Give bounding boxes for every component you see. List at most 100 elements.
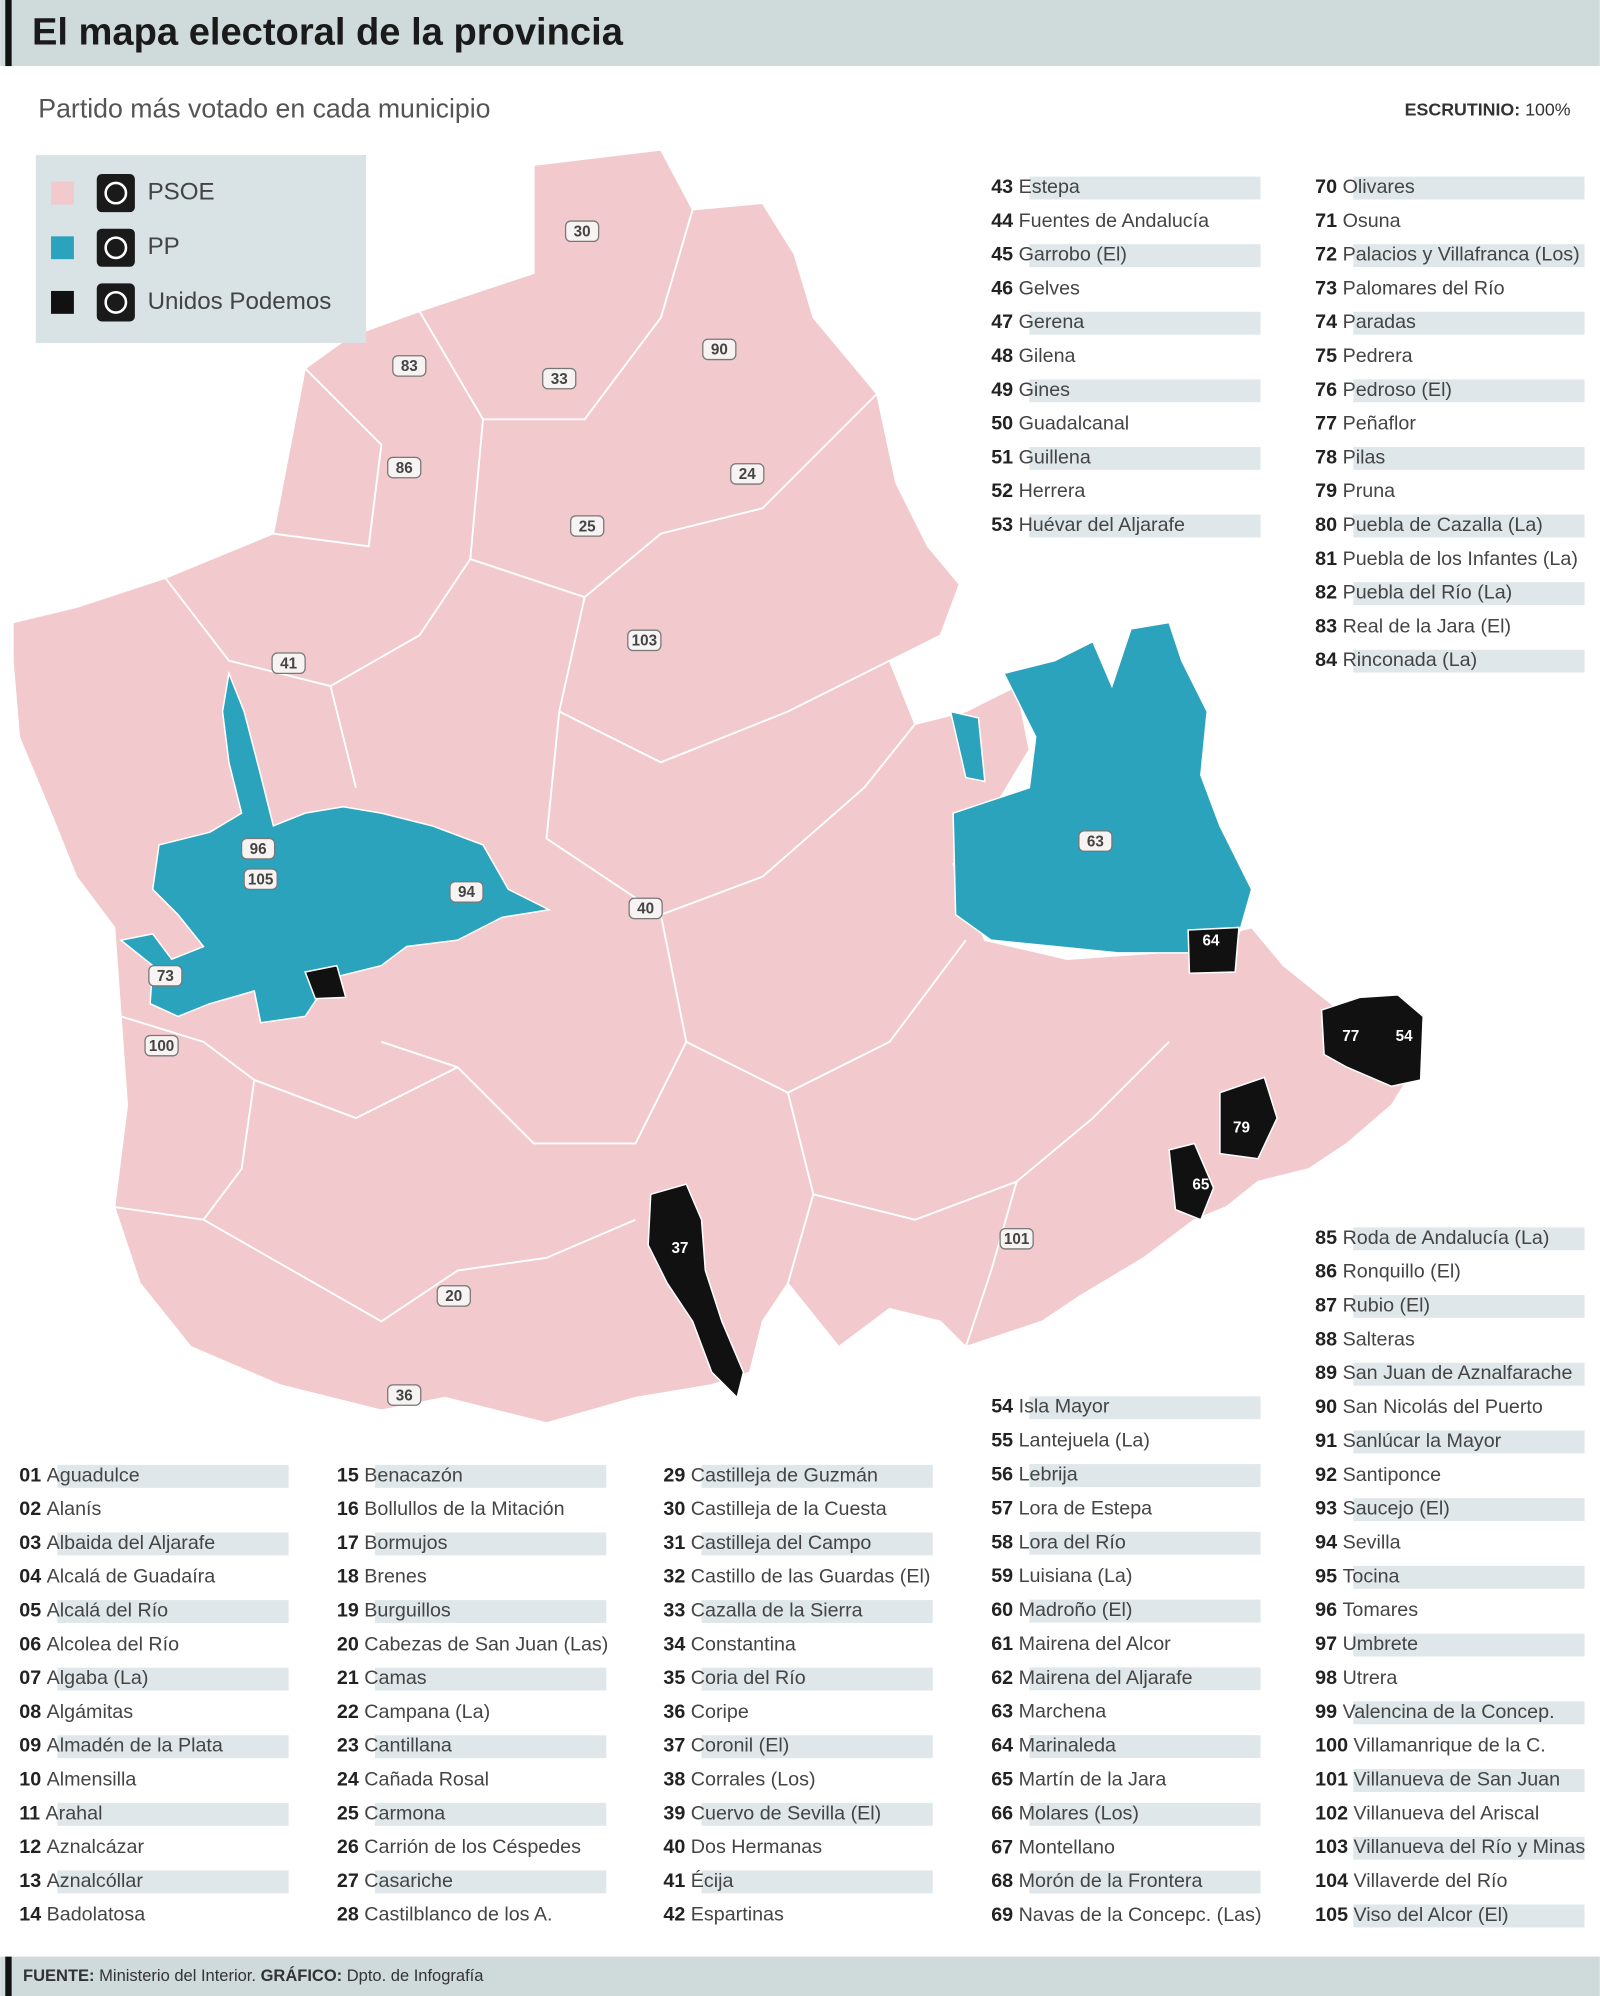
list-number: 09 <box>19 1735 41 1757</box>
list-name: Morón de la Frontera <box>1019 1870 1203 1892</box>
list-name: Gilena <box>1019 345 1076 367</box>
list-item: 35 Coria del Río <box>663 1667 805 1689</box>
list-item: 62 Mairena del Aljarafe <box>991 1667 1192 1689</box>
count-label: ESCRUTINIO: <box>1405 99 1520 119</box>
list-item: 05 Alcalá del Río <box>19 1600 168 1622</box>
list-name: Casariche <box>364 1870 453 1892</box>
list-item: 37 Coronil (El) <box>663 1735 789 1757</box>
map-label: 90 <box>711 342 728 359</box>
list-item: 12 Aznalcázar <box>19 1836 144 1858</box>
list-number: 87 <box>1315 1295 1337 1317</box>
list-item: 43 Estepa <box>991 176 1080 198</box>
list-item: 67 Montellano <box>991 1836 1115 1858</box>
list-item: 38 Corrales (Los) <box>663 1769 815 1791</box>
list-number: 62 <box>991 1667 1013 1689</box>
list-row-bg <box>701 1532 933 1556</box>
map-label-box <box>387 1384 422 1406</box>
list-item: 30 Castilleja de la Cuesta <box>663 1498 886 1520</box>
list-name: Fuentes de Andalucía <box>1019 210 1210 232</box>
list-name: Coria del Río <box>691 1667 806 1689</box>
list-item: 75 Pedrera <box>1315 345 1412 367</box>
list-name: Rubio (El) <box>1343 1295 1431 1317</box>
list-name: Real de la Jara (El) <box>1343 616 1512 638</box>
list-row-bg <box>1353 446 1585 470</box>
list-name: Roda de Andalucía (La) <box>1343 1227 1550 1249</box>
list-name: Martín de la Jara <box>1019 1769 1167 1791</box>
list-item: 64 Marinaleda <box>991 1735 1116 1757</box>
list-name: Ronquillo (El) <box>1343 1261 1461 1283</box>
list-number: 42 <box>663 1904 685 1926</box>
list-number: 55 <box>991 1430 1013 1452</box>
list-item: 55 Lantejuela (La) <box>991 1430 1150 1452</box>
region-psoe <box>12 149 1425 1424</box>
list-number: 88 <box>1315 1329 1337 1351</box>
list-number: 84 <box>1315 649 1337 671</box>
map-label: 54 <box>1396 1028 1413 1045</box>
list-row-bg <box>1029 1464 1261 1487</box>
list-number: 53 <box>991 514 1013 536</box>
map-label-box <box>702 338 737 361</box>
list-name: Valencina de la Concep. <box>1343 1701 1555 1723</box>
list-name: Huévar del Aljarafe <box>1019 514 1185 536</box>
legend-icon <box>96 174 135 213</box>
list-number: 39 <box>663 1803 685 1825</box>
map-label-box <box>144 1034 179 1057</box>
list-item: 48 Gilena <box>991 345 1075 367</box>
list-number: 16 <box>337 1498 359 1520</box>
list-item: 53 Huévar del Aljarafe <box>991 514 1185 536</box>
list-number: 70 <box>1315 176 1337 198</box>
list-number: 66 <box>991 1803 1013 1825</box>
list-item: 96 Tomares <box>1315 1599 1418 1621</box>
list-item: 16 Bollullos de la Mitación <box>337 1498 565 1520</box>
list-row-bg <box>375 1735 607 1759</box>
list-name: Viso del Alcor (El) <box>1354 1904 1509 1926</box>
list-number: 59 <box>991 1565 1013 1587</box>
list-item: 58 Lora del Río <box>991 1531 1126 1553</box>
list-item: 06 Alcolea del Río <box>19 1634 179 1656</box>
list-name: Benacazón <box>364 1465 463 1487</box>
map-label-box <box>240 837 276 860</box>
list-row-bg <box>375 1464 607 1488</box>
list-item: 08 Algámitas <box>19 1701 133 1723</box>
list-item: 79 Pruna <box>1315 480 1395 502</box>
list-item: 41 Écija <box>663 1869 733 1892</box>
list-row-bg <box>701 1667 933 1691</box>
list-row-bg <box>1353 176 1585 200</box>
list-name: Montellano <box>1019 1836 1115 1858</box>
list-name: Utrera <box>1343 1667 1398 1689</box>
list-row-bg <box>1353 1633 1585 1657</box>
list-number: 35 <box>663 1667 685 1689</box>
list-name: Castilleja de Guzmán <box>691 1465 878 1487</box>
list-name: Almadén de la Plata <box>47 1735 223 1757</box>
region-up <box>1320 994 1424 1088</box>
list-row-bg <box>57 1600 289 1623</box>
count-value: 100% <box>1525 99 1571 119</box>
list-name: Bollullos de la Mitación <box>364 1498 564 1520</box>
list-name: Cuervo de Sevilla (El) <box>691 1803 881 1825</box>
list-name: Villanueva del Ariscal <box>1354 1803 1540 1825</box>
list-item: 87 Rubio (El) <box>1315 1295 1430 1317</box>
list-row-bg <box>1353 244 1585 268</box>
list-item: 09 Almadén de la Plata <box>19 1735 223 1757</box>
list-name: Algaba (La) <box>47 1667 149 1689</box>
list-number: 07 <box>19 1667 41 1689</box>
list-number: 85 <box>1315 1227 1337 1249</box>
list-name: Carmona <box>364 1803 445 1825</box>
legend-box <box>35 155 367 344</box>
list-row-bg <box>1353 582 1585 606</box>
list-number: 41 <box>663 1870 685 1892</box>
list-number: 72 <box>1315 244 1337 266</box>
list-row-bg <box>1353 1227 1585 1251</box>
list-item: 50 Guadalcanal <box>991 413 1129 435</box>
list-number: 38 <box>663 1769 685 1791</box>
list-name: Navas de la Concepc. (Las) <box>1019 1904 1262 1926</box>
list-name: Molares (Los) <box>1019 1803 1139 1825</box>
list-number: 25 <box>337 1803 359 1825</box>
subtitle: Partido más votado en cada municipio <box>38 94 490 124</box>
list-item: 10 Almensilla <box>19 1769 136 1791</box>
list-name: Aguadulce <box>47 1465 140 1487</box>
list-item: 19 Burguillos <box>337 1600 451 1622</box>
list-name: Albaida del Aljarafe <box>47 1532 216 1554</box>
list-row-bg <box>701 1870 933 1894</box>
list-number: 65 <box>991 1769 1013 1791</box>
